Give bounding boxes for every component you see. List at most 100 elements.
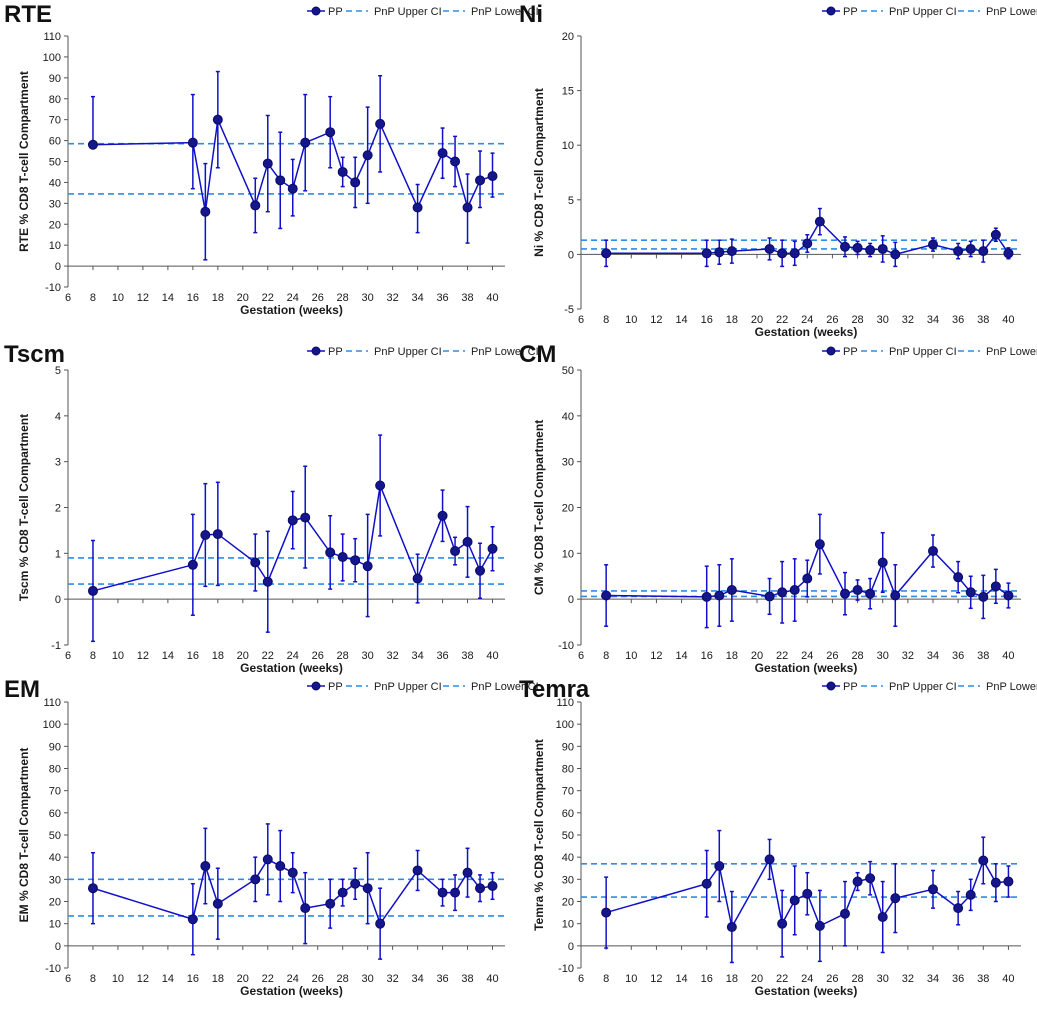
legend-upper-label: PnP Upper CI	[374, 681, 442, 693]
y-tick-label: 4	[55, 411, 61, 423]
y-axis-title: RTE % CD8 T-cell Compartment	[17, 71, 31, 252]
y-tick-label: 90	[562, 741, 574, 753]
data-point	[287, 867, 298, 878]
data-point	[187, 559, 198, 570]
data-point	[187, 137, 198, 148]
x-tick-label: 30	[362, 973, 374, 985]
x-tick-label: 16	[187, 292, 199, 304]
x-tick-label: 18	[726, 973, 738, 985]
y-tick-label: 30	[562, 874, 574, 886]
data-point	[200, 206, 211, 217]
x-tick-label: 38	[461, 650, 473, 662]
y-tick-label: 100	[556, 719, 574, 731]
legend-pp-marker	[826, 6, 836, 16]
x-tick-label: 34	[411, 650, 423, 662]
data-point	[187, 914, 198, 925]
y-tick-label: 80	[562, 764, 574, 776]
x-tick-label: 20	[237, 292, 249, 304]
x-tick-label: 8	[603, 314, 609, 326]
data-point	[337, 166, 348, 177]
x-tick-label: 26	[312, 650, 324, 662]
data-point	[250, 874, 261, 885]
legend-upper-label: PnP Upper CI	[889, 681, 957, 693]
x-axis-title: Gestation (weeks)	[755, 325, 858, 339]
y-tick-label: 2	[55, 503, 61, 515]
x-tick-label: 26	[826, 650, 838, 662]
x-tick-label: 8	[90, 650, 96, 662]
data-point	[412, 573, 423, 584]
x-tick-label: 18	[212, 973, 224, 985]
x-tick-label: 20	[237, 650, 249, 662]
legend-lower-label: PnP Lower CI	[471, 681, 539, 693]
x-tick-label: 26	[826, 973, 838, 985]
data-point	[814, 539, 825, 550]
data-point	[462, 867, 473, 878]
data-point	[437, 148, 448, 159]
x-tick-label: 8	[603, 650, 609, 662]
data-point	[890, 590, 901, 601]
data-point	[325, 898, 336, 909]
data-point	[375, 480, 386, 491]
x-tick-label: 10	[112, 650, 124, 662]
x-axis-title: Gestation (weeks)	[240, 661, 343, 675]
data-point	[802, 888, 813, 899]
data-point	[714, 247, 725, 258]
y-tick-label: 90	[49, 741, 61, 753]
x-tick-label: 18	[212, 650, 224, 662]
y-tick-label: -10	[45, 963, 61, 975]
data-point	[777, 918, 788, 929]
data-point	[212, 529, 223, 540]
data-point	[978, 591, 989, 602]
x-axis-title: Gestation (weeks)	[240, 303, 343, 317]
x-tick-label: 22	[262, 973, 274, 985]
x-tick-label: 40	[1002, 650, 1014, 662]
data-point	[890, 249, 901, 260]
x-tick-label: 10	[112, 973, 124, 985]
x-tick-label: 36	[952, 973, 964, 985]
x-tick-label: 22	[262, 292, 274, 304]
x-tick-label: 30	[877, 650, 889, 662]
x-tick-label: 30	[362, 650, 374, 662]
y-tick-label: 0	[568, 594, 574, 606]
data-point	[965, 587, 976, 598]
x-tick-label: 36	[436, 973, 448, 985]
data-point	[852, 242, 863, 253]
x-tick-label: 36	[952, 314, 964, 326]
x-tick-label: 36	[436, 650, 448, 662]
data-point	[87, 883, 98, 894]
y-tick-label: 30	[49, 874, 61, 886]
legend-pp-marker	[311, 681, 321, 691]
x-tick-label: 40	[486, 292, 498, 304]
y-tick-label: 90	[49, 73, 61, 85]
legend-lower-label: PnP Lower CI	[471, 346, 539, 358]
x-tick-label: 12	[137, 292, 149, 304]
x-tick-label: 32	[387, 292, 399, 304]
data-point	[764, 243, 775, 254]
data-point	[865, 588, 876, 599]
x-tick-label: 40	[1002, 314, 1014, 326]
x-axis-title: Gestation (weeks)	[240, 984, 343, 998]
data-point	[726, 585, 737, 595]
x-tick-label: 34	[411, 292, 423, 304]
x-tick-label: 6	[65, 292, 71, 304]
data-point	[412, 202, 423, 213]
panel-tscm: Tscm -1 0 1 2 3 4 5 6 8 10 12 14 16 18 20 22 24 26 28 30 32 34…	[0, 340, 539, 675]
data-point	[200, 530, 211, 540]
y-tick-label: -10	[558, 640, 574, 652]
data-point	[375, 918, 386, 929]
x-tick-label: 40	[486, 973, 498, 985]
x-tick-label: 22	[776, 314, 788, 326]
data-point	[953, 572, 964, 583]
data-point	[437, 887, 448, 898]
y-tick-label: 70	[562, 786, 574, 798]
data-point	[701, 591, 712, 602]
data-point	[325, 547, 336, 558]
x-tick-label: 40	[486, 650, 498, 662]
y-tick-label: 50	[49, 157, 61, 169]
data-point	[965, 889, 976, 900]
legend-upper-label: PnP Upper CI	[374, 346, 442, 358]
data-point	[275, 175, 286, 186]
data-point	[275, 861, 286, 872]
y-tick-label: 100	[43, 719, 61, 731]
data-point	[601, 590, 612, 601]
